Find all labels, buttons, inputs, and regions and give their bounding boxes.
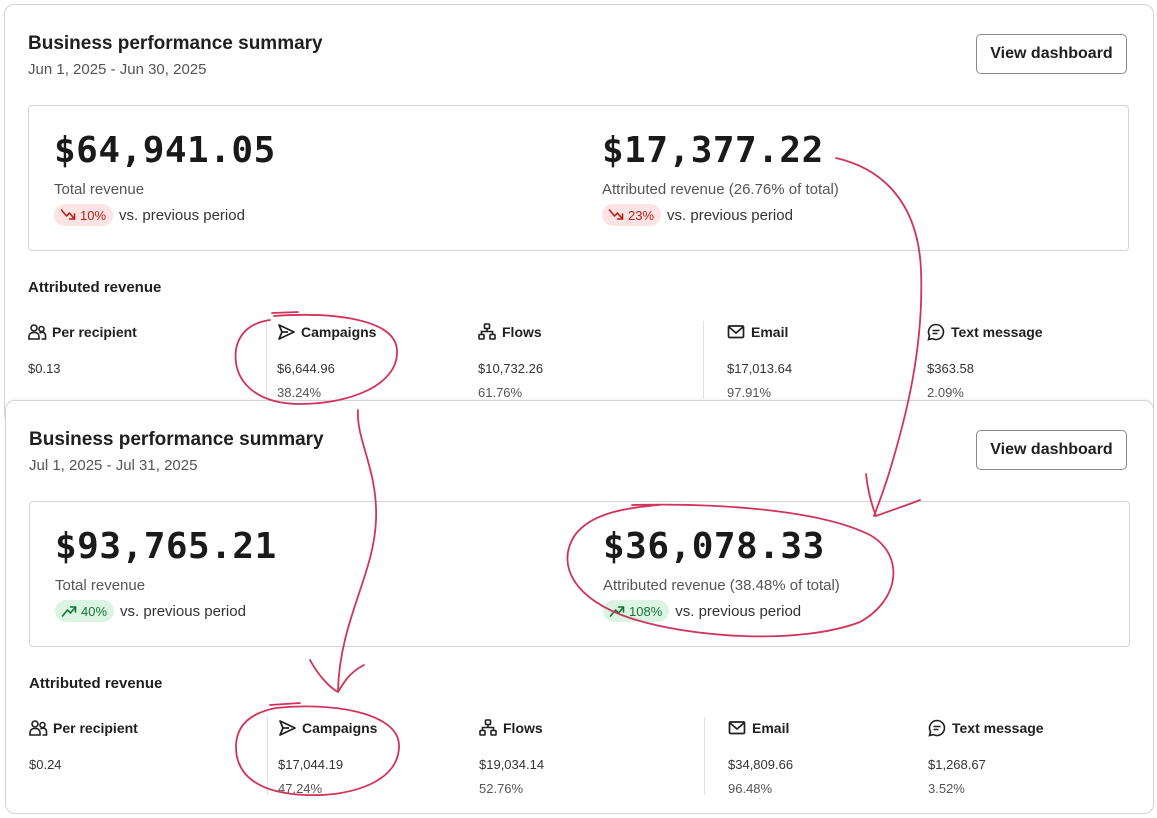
metric-value: $1,268.67 <box>928 757 986 772</box>
kpi-panel: $64,941.05 Total revenue 10% vs. previou… <box>28 105 1129 251</box>
metric-flows: Flows $19,034.14 52.76% <box>479 719 545 809</box>
total-revenue-change: 10% vs. previous period <box>54 204 245 226</box>
metric-value: $363.58 <box>927 361 974 376</box>
change-percent: 108% <box>629 603 663 619</box>
summary-card-june: Business performance summary Jun 1, 2025… <box>4 4 1154 424</box>
metric-percent: 2.09% <box>927 385 964 400</box>
comparison-text: vs. previous period <box>120 602 246 620</box>
divider <box>266 321 267 399</box>
comparison-text: vs. previous period <box>667 206 793 224</box>
attributed-revenue-change: 23% vs. previous period <box>602 204 793 226</box>
trend-up-icon <box>609 606 625 617</box>
change-badge: 108% <box>603 600 670 622</box>
comparison-text: vs. previous period <box>119 206 245 224</box>
metric-value: $0.13 <box>28 361 61 376</box>
metric-label: Flows <box>502 324 542 340</box>
divider <box>704 717 705 795</box>
metric-flows: Flows $10,732.26 61.76% <box>478 323 544 413</box>
total-revenue-change: 40% vs. previous period <box>55 600 246 622</box>
metric-percent: 52.76% <box>479 781 524 796</box>
kpi-panel: $93,765.21 Total revenue 40% vs. previou… <box>29 501 1130 647</box>
metric-value: $10,732.26 <box>478 361 544 376</box>
summary-card-july: Business performance summary Jul 1, 2025… <box>5 400 1154 814</box>
trend-up-icon <box>61 606 77 617</box>
change-percent: 23% <box>628 207 655 223</box>
flow-icon <box>479 719 497 736</box>
metric-text-message: Text message $1,268.67 3.52% <box>928 719 1044 809</box>
chat-icon <box>928 719 946 737</box>
metric-value: $0.24 <box>29 757 62 772</box>
metric-value: $19,034.14 <box>479 757 545 772</box>
metric-label: Text message <box>951 324 1043 340</box>
trend-down-icon <box>608 209 624 220</box>
metric-label: Per recipient <box>53 720 138 736</box>
send-icon <box>279 720 296 736</box>
chat-icon <box>927 323 945 341</box>
attributed-revenue-value: $36,078.33 <box>603 526 825 567</box>
date-range: Jul 1, 2025 - Jul 31, 2025 <box>29 457 198 474</box>
metric-label: Campaigns <box>301 324 377 340</box>
metric-percent: 96.48% <box>728 781 773 796</box>
metric-percent: 47.24% <box>278 781 323 796</box>
metric-per-recipient: Per recipient $0.24 <box>29 719 138 809</box>
metric-percent: 38.24% <box>277 385 322 400</box>
change-badge: 23% <box>602 204 662 226</box>
metric-label: Flows <box>503 720 543 736</box>
attributed-revenue-label: Attributed revenue (38.48% of total) <box>603 577 840 594</box>
total-revenue-value: $93,765.21 <box>55 526 277 567</box>
metric-label: Per recipient <box>52 324 137 340</box>
attributed-revenue-value: $17,377.22 <box>602 130 824 171</box>
total-revenue-value: $64,941.05 <box>54 130 276 171</box>
change-percent: 40% <box>81 603 108 619</box>
change-badge: 40% <box>55 600 115 622</box>
metric-per-recipient: Per recipient $0.13 <box>28 323 137 413</box>
people-icon <box>29 720 48 736</box>
divider <box>703 321 704 399</box>
attributed-revenue-change: 108% vs. previous period <box>603 600 801 622</box>
metric-campaigns: Campaigns $17,044.19 47.24% <box>278 719 377 809</box>
card-title: Business performance summary <box>28 33 323 54</box>
metric-email: Email $17,013.64 97.91% <box>727 323 792 413</box>
metric-value: $17,013.64 <box>727 361 793 376</box>
attributed-revenue-label: Attributed revenue (26.76% of total) <box>602 181 839 198</box>
view-dashboard-button[interactable]: View dashboard <box>976 34 1127 74</box>
mail-icon <box>728 721 746 735</box>
change-percent: 10% <box>80 207 107 223</box>
trend-down-icon <box>60 209 76 220</box>
card-title: Business performance summary <box>29 429 324 450</box>
total-revenue-label: Total revenue <box>54 181 145 198</box>
metric-text-message: Text message $363.58 2.09% <box>927 323 1043 413</box>
mail-icon <box>727 325 745 339</box>
change-badge: 10% <box>54 204 114 226</box>
metric-label: Text message <box>952 720 1044 736</box>
metric-value: $17,044.19 <box>278 757 344 772</box>
metric-value: $34,809.66 <box>728 757 794 772</box>
date-range: Jun 1, 2025 - Jun 30, 2025 <box>28 61 207 78</box>
attributed-revenue-section-title: Attributed revenue <box>29 675 163 692</box>
flow-icon <box>478 323 496 340</box>
send-icon <box>278 324 295 340</box>
divider <box>267 717 268 795</box>
attributed-metrics-row: Per recipient $0.24 Campaigns $17,044.19… <box>29 717 1149 809</box>
metric-percent: 3.52% <box>928 781 965 796</box>
metric-label: Email <box>751 324 789 340</box>
view-dashboard-button[interactable]: View dashboard <box>976 430 1127 470</box>
comparison-text: vs. previous period <box>675 602 802 620</box>
metric-percent: 61.76% <box>478 385 523 400</box>
metric-percent: 97.91% <box>727 385 772 400</box>
attributed-revenue-section-title: Attributed revenue <box>28 279 162 296</box>
people-icon <box>28 324 47 340</box>
metric-label: Campaigns <box>302 720 378 736</box>
total-revenue-label: Total revenue <box>55 577 146 594</box>
metric-value: $6,644.96 <box>277 361 335 376</box>
metric-label: Email <box>752 720 790 736</box>
metric-email: Email $34,809.66 96.48% <box>728 719 793 809</box>
